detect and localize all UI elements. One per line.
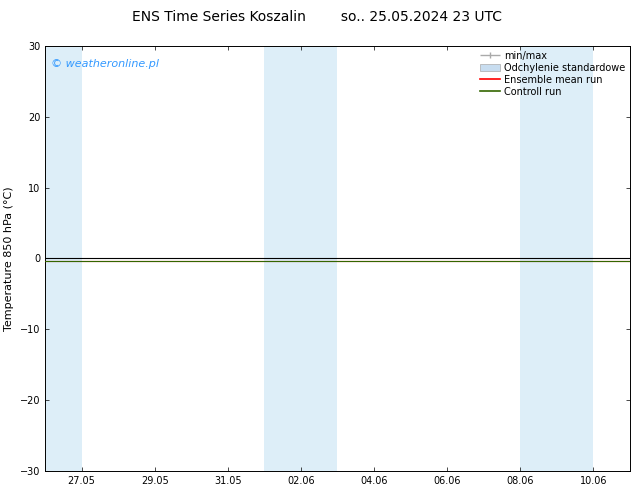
Text: ENS Time Series Koszalin        so.. 25.05.2024 23 UTC: ENS Time Series Koszalin so.. 25.05.2024… [132, 10, 502, 24]
Bar [520, 46, 593, 471]
Legend: min/max, Odchylenie standardowe, Ensemble mean run, Controll run: min/max, Odchylenie standardowe, Ensembl… [477, 48, 628, 99]
Y-axis label: Temperature 850 hPa (°C): Temperature 850 hPa (°C) [4, 186, 14, 331]
Text: © weatheronline.pl: © weatheronline.pl [51, 59, 159, 69]
Bar [45, 46, 82, 471]
Bar [264, 46, 337, 471]
